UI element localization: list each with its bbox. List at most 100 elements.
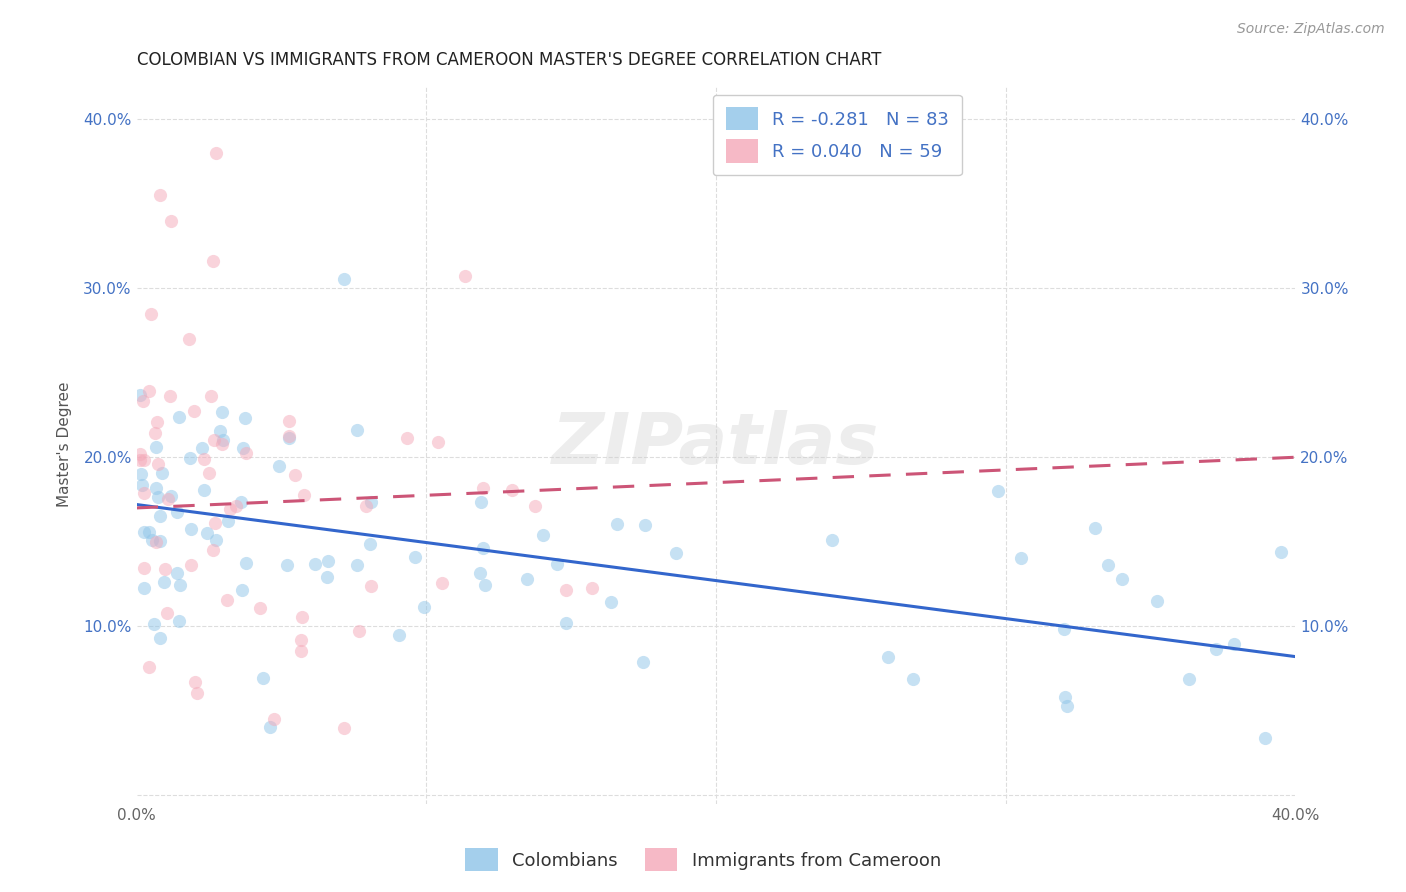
Point [132,393,155,408]
Point [259,720,281,734]
Point [427,435,450,450]
Point [430,576,453,591]
Point [290,644,312,658]
Point [138,524,160,539]
Point [166,505,188,519]
Point [198,466,221,480]
Point [132,561,155,575]
Point [200,389,222,403]
Point [202,542,225,557]
Point [219,501,242,516]
Point [354,499,377,513]
Point [129,467,152,481]
Point [145,440,167,454]
Point [359,537,381,551]
Point [145,481,167,495]
Point [233,410,256,425]
Point [128,387,150,401]
Point [153,562,176,576]
Point [145,535,167,549]
Point [193,483,215,498]
Point [1223,637,1246,651]
Point [470,566,492,580]
Point [138,660,160,674]
Point [128,447,150,461]
Point [471,481,494,495]
Point [516,572,538,586]
Point [156,491,179,506]
Point [177,332,200,346]
Point [134,525,156,540]
Point [454,269,477,284]
Point [555,616,578,631]
Point [149,188,172,202]
Point [474,578,496,592]
Point [876,649,898,664]
Text: Source: ZipAtlas.com: Source: ZipAtlas.com [1237,22,1385,37]
Point [143,425,166,440]
Point [1270,545,1292,559]
Point [225,499,247,513]
Point [531,528,554,542]
Point [263,713,285,727]
Point [143,616,166,631]
Point [581,582,603,596]
Point [1253,731,1275,745]
Point [631,655,654,669]
Point [1097,558,1119,573]
Text: COLOMBIAN VS IMMIGRANTS FROM CAMEROON MASTER'S DEGREE CORRELATION CHART: COLOMBIAN VS IMMIGRANTS FROM CAMEROON MA… [136,51,882,69]
Point [472,541,495,555]
Point [291,610,314,624]
Point [231,583,253,598]
Point [316,554,339,568]
Point [229,495,252,509]
Point [277,429,299,443]
Point [201,254,224,268]
Point [179,451,201,466]
Point [139,307,162,321]
Point [821,533,844,548]
Point [290,632,312,647]
Legend: Colombians, Immigrants from Cameroon: Colombians, Immigrants from Cameroon [458,841,948,879]
Point [987,484,1010,499]
Point [212,433,235,447]
Point [404,550,426,565]
Point [316,569,339,583]
Point [160,489,183,503]
Point [413,599,436,614]
Point [132,581,155,595]
Point [600,595,623,609]
Point [153,574,176,589]
Point [395,431,418,445]
Point [634,518,657,533]
Point [292,488,315,502]
Point [149,534,172,549]
Point [204,146,226,161]
Point [211,436,233,450]
Point [232,441,254,455]
Point [167,409,190,424]
Point [1084,521,1107,535]
Point [217,514,239,528]
Point [156,606,179,620]
Point [205,533,228,548]
Point [191,441,214,455]
Point [180,522,202,536]
Point [159,389,181,403]
Point [204,516,226,531]
Point [332,271,354,285]
Point [546,557,568,571]
Point [269,459,291,474]
Point [209,424,232,438]
Point [1205,642,1227,657]
Point [332,721,354,735]
Text: ZIPatlas: ZIPatlas [553,410,880,479]
Point [235,446,257,460]
Point [195,526,218,541]
Point [134,452,156,467]
Point [903,673,925,687]
Point [132,485,155,500]
Point [349,624,371,639]
Point [128,453,150,467]
Point [249,600,271,615]
